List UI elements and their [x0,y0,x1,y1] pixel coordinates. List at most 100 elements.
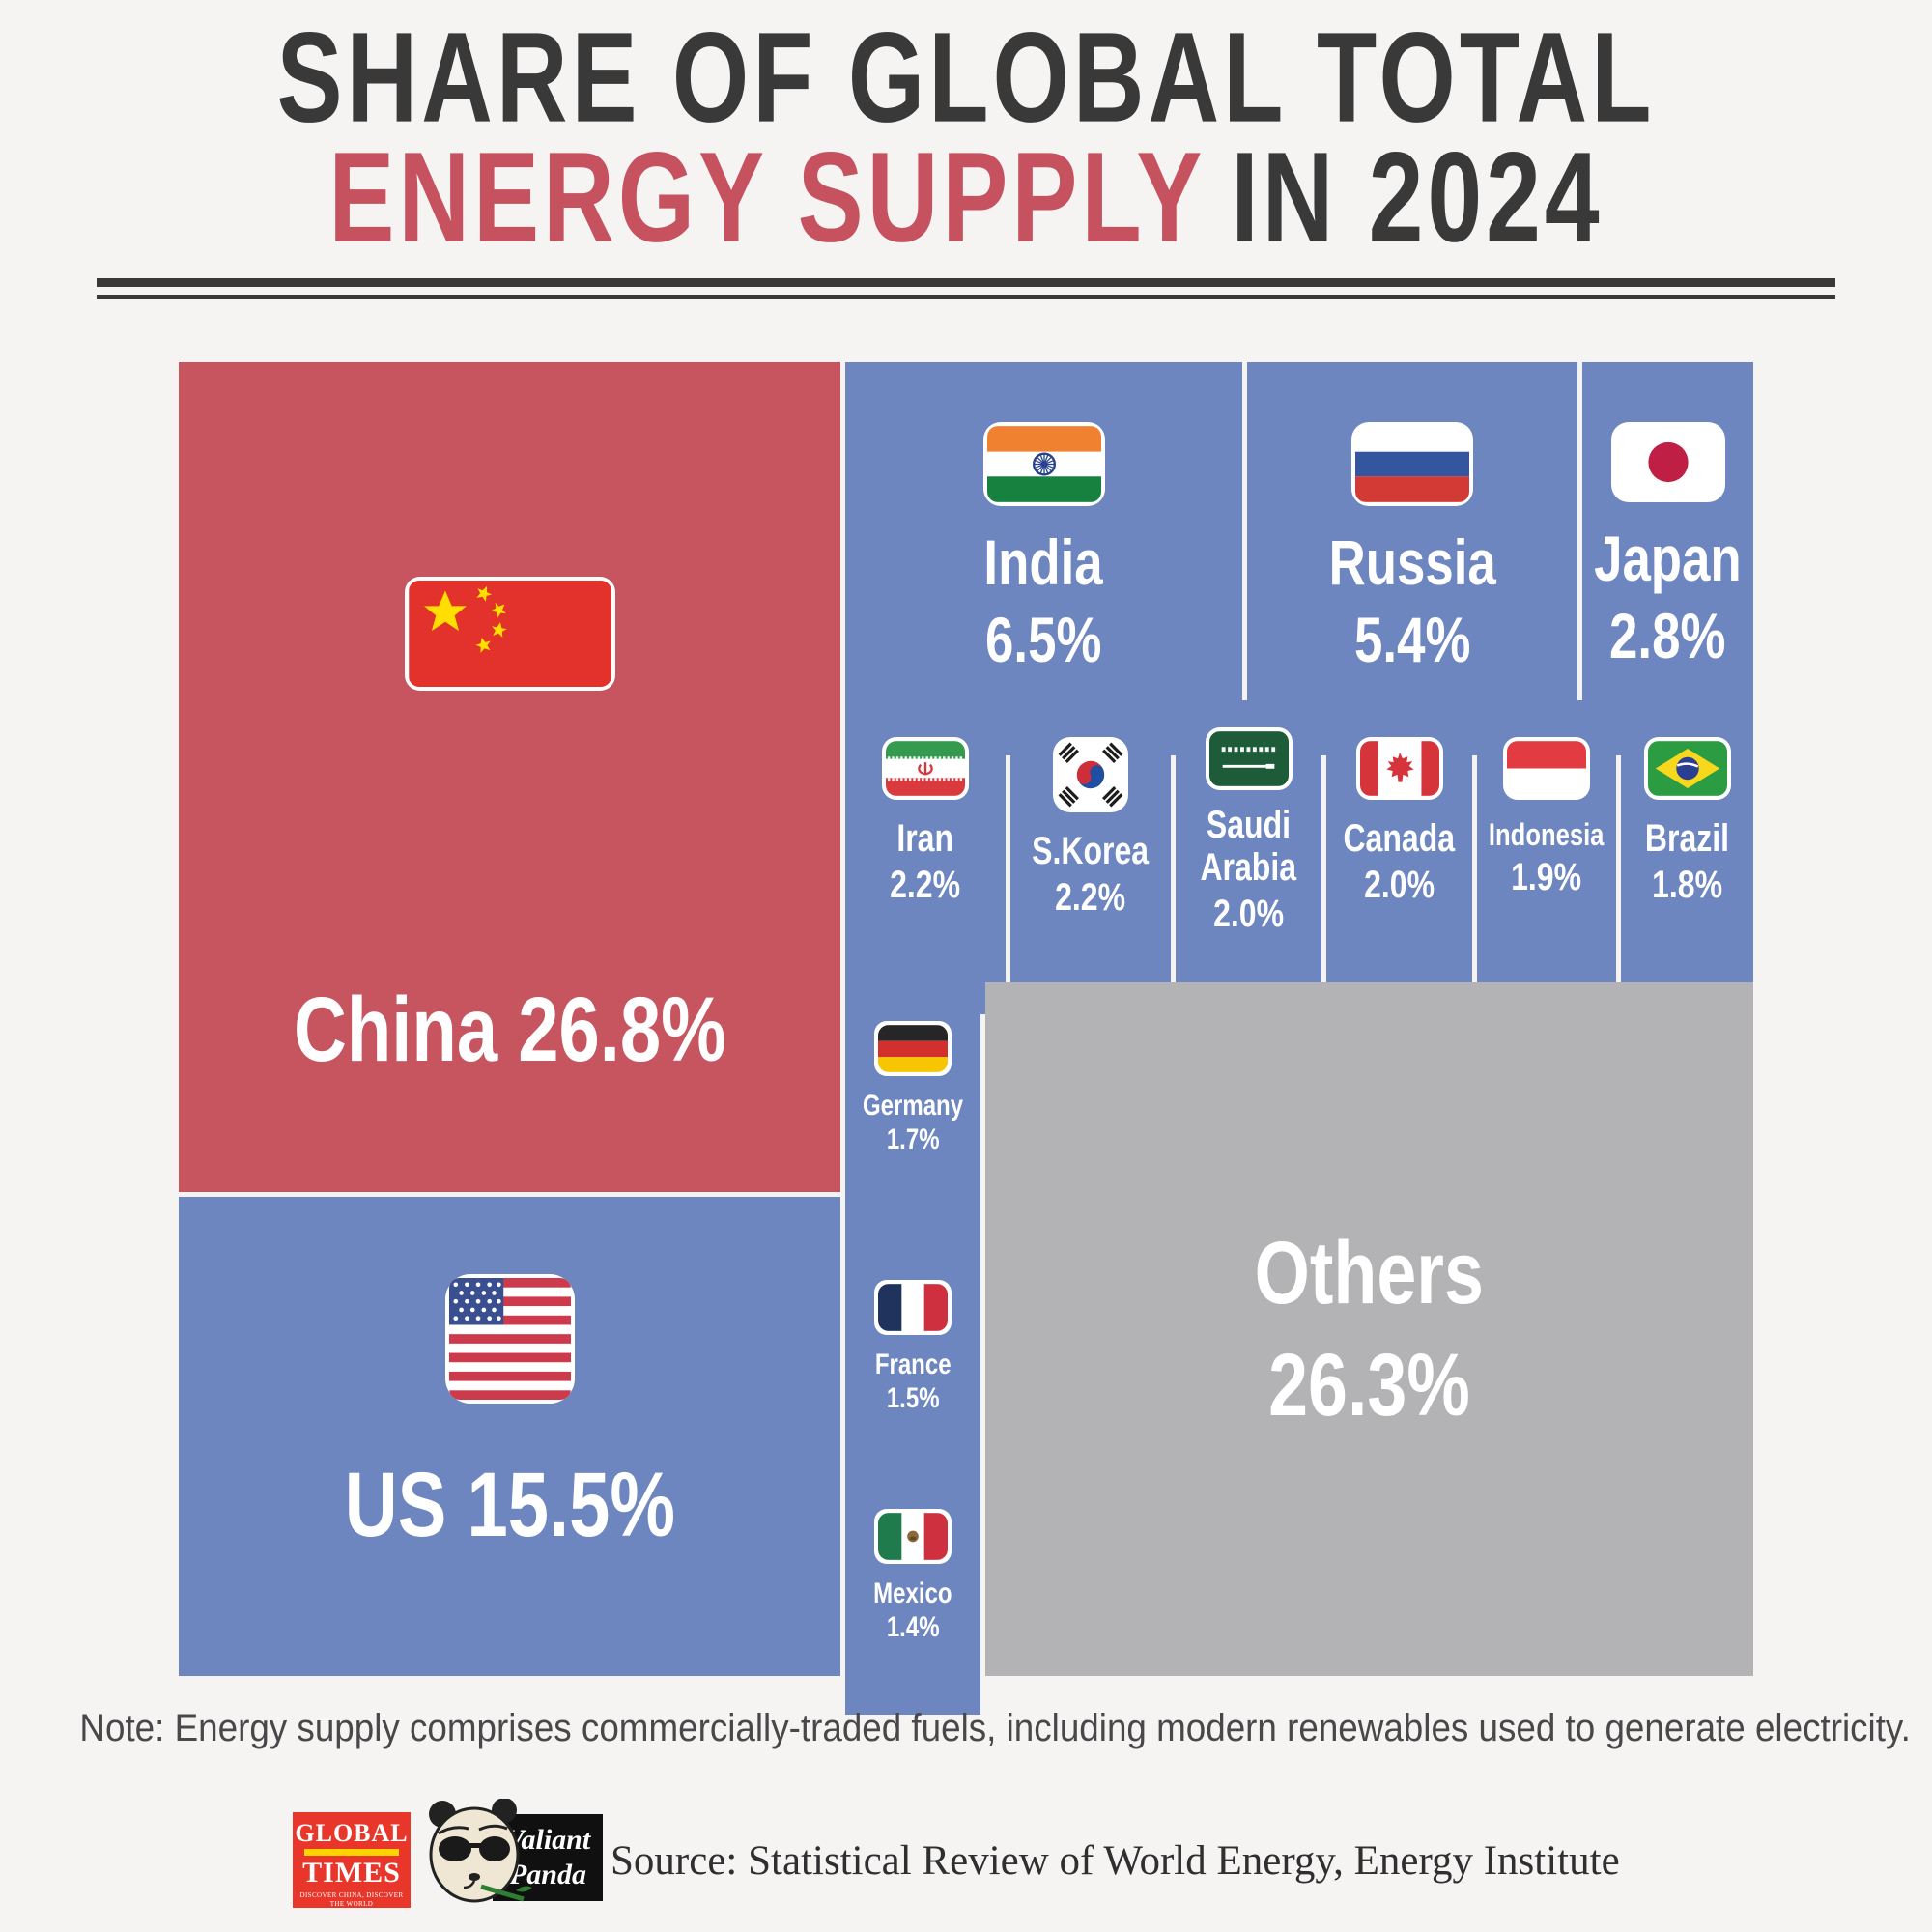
global-times-logo-line1: GLOBAL [295,1819,409,1847]
canada-pct-row: 2.0% [1355,864,1443,906]
treemap-block-saudi-arabia: Saudi Arabia 2.0% [1176,700,1321,1005]
canada-flag-icon [1355,737,1443,800]
russia-pct-row: 5.4% [1340,605,1485,674]
saudi-label-line1: Saudi [1206,804,1292,846]
iran-pct-row: 2.2% [881,864,969,906]
japan-label: Japan [1594,523,1742,594]
global-times-logo-line2: TIMES [302,1857,401,1889]
saudi-label-row2: Arabia [1188,846,1309,889]
canada-label: Canada [1343,817,1456,860]
china-label-row: China 26.8% [179,980,840,1079]
india-pct: 6.5% [985,604,1102,675]
title-underline-thick [97,278,1835,287]
treemap-block-iran: Iran 2.2% [845,700,1006,1014]
page-title-accent: ENERGY SUPPLY [328,126,1207,270]
japan-flag-icon [1610,422,1725,502]
us-label: US 15.5% [344,1454,675,1556]
china-flag-icon [404,577,615,691]
india-label: India [983,526,1104,598]
south-korea-flag-icon [1053,737,1128,812]
iran-label: Iran [896,817,954,860]
global-times-logo-tagline: DISCOVER CHINA, DISCOVER THE WORLD [299,1891,404,1908]
treemap-block-mexico: Mexico 1.4% [845,1470,980,1715]
mexico-pct: 1.4% [886,1611,940,1643]
source-line: Source: Statistical Review of World Ener… [611,1838,1620,1884]
us-label-row: US 15.5% [179,1456,840,1554]
title-underline-thin [97,295,1835,299]
valiant-panda-logo: Valiant Panda [421,1799,605,1913]
others-label-row: Others [1226,1225,1513,1321]
iran-flag-icon [882,737,969,800]
us-flag-icon [444,1274,575,1404]
germany-label-row: Germany [850,1090,976,1122]
global-times-logo: GLOBAL TIMES DISCOVER CHINA, DISCOVER TH… [293,1812,411,1908]
canada-pct: 2.0% [1364,864,1435,906]
russia-pct: 5.4% [1353,604,1471,675]
skorea-pct-row: 2.2% [1046,876,1134,919]
saudi-label-line2: Arabia [1200,846,1297,889]
china-label: China 26.8% [293,979,726,1081]
treemap-block-canada: Canada 2.0% [1326,700,1472,1014]
treemap-block-china: China 26.8% [179,362,840,1192]
france-label: France [874,1349,952,1380]
france-label-row: France [866,1349,960,1380]
saudi-arabia-flag-icon [1205,727,1293,790]
valiant-panda-line2: Panda [508,1859,586,1890]
indonesia-label: Indonesia [1489,817,1605,852]
treemap-block-russia: Russia 5.4% [1247,362,1577,755]
france-flag-icon [874,1280,952,1335]
mexico-pct-row: 1.4% [880,1611,946,1643]
page-title-line1: SHARE OF GLOBAL TOTAL [276,6,1656,150]
indonesia-flag-icon [1503,737,1590,800]
germany-label: Germany [862,1090,964,1122]
global-times-logo-bar [304,1849,399,1856]
skorea-label-row: S.Korea [1017,830,1163,872]
russia-flag-icon [1351,422,1473,506]
mexico-label-row: Mexico [864,1577,962,1609]
brazil-pct: 1.8% [1652,864,1722,906]
france-pct: 1.5% [886,1382,940,1414]
indonesia-pct: 1.9% [1511,856,1582,898]
footnote: Note: Energy supply comprises commercial… [79,1707,1911,1749]
treemap-block-others: Others 26.3% [985,982,1753,1676]
russia-label-row: Russia [1308,527,1517,597]
treemap-block-india: India 6.5% [845,362,1242,755]
mexico-flag-icon [874,1509,952,1564]
brazil-label: Brazil [1644,817,1730,860]
iran-label-row: Iran [890,817,960,860]
brazil-flag-icon [1643,737,1731,800]
indonesia-label-row: Indonesia [1474,817,1618,852]
india-flag-icon [982,422,1105,506]
valiant-panda-line1: Valiant [504,1824,591,1856]
russia-label: Russia [1328,526,1496,598]
india-label-row: India [969,527,1118,597]
brazil-label-row: Brazil [1634,817,1740,860]
germany-pct: 1.7% [886,1123,940,1155]
india-pct-row: 6.5% [971,605,1116,674]
germany-flag-icon [874,1021,952,1076]
japan-pct-row: 2.8% [1595,601,1740,670]
skorea-label: S.Korea [1032,830,1150,872]
treemap-block-us: US 15.5% [179,1197,840,1676]
page-title: SHARE OF GLOBAL TOTAL ENERGY SUPPLY IN 20… [0,6,1932,269]
france-pct-row: 1.5% [880,1382,946,1414]
canada-label-row: Canada [1329,817,1469,860]
japan-label-row: Japan [1576,524,1760,593]
skorea-pct: 2.2% [1055,876,1126,919]
germany-pct-row: 1.7% [880,1123,946,1155]
page-title-year: IN 2024 [1231,126,1604,270]
panda-icon [429,1799,532,1903]
mexico-label: Mexico [873,1577,952,1609]
others-pct: 26.3% [1268,1336,1470,1435]
saudi-pct: 2.0% [1213,893,1284,935]
others-pct-row: 26.3% [1243,1337,1495,1434]
saudi-label-row1: Saudi [1196,804,1301,846]
indonesia-pct-row: 1.9% [1502,856,1590,898]
others-label: Others [1254,1224,1485,1322]
treemap-block-brazil: Brazil 1.8% [1621,700,1753,1014]
japan-pct: 2.8% [1609,600,1726,671]
treemap-block-germany: Germany 1.7% [845,982,980,1275]
saudi-pct-row: 2.0% [1205,893,1293,935]
brazil-pct-row: 1.8% [1643,864,1731,906]
